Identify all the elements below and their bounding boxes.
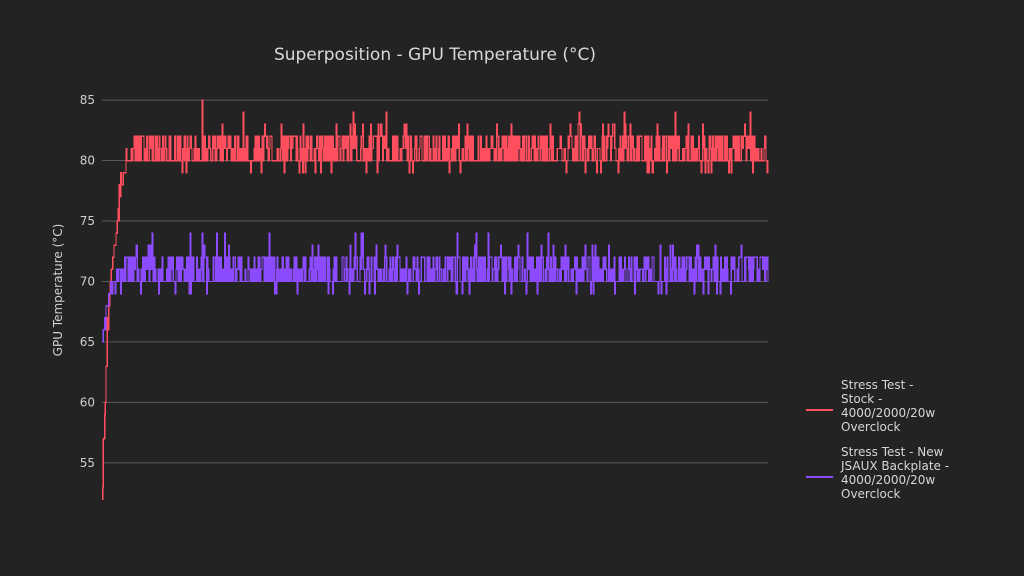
- legend[interactable]: Stress Test -Stock -4000/2000/20wOverclo…: [806, 378, 949, 501]
- legend-item-0[interactable]: Stress Test -Stock -4000/2000/20wOverclo…: [806, 378, 935, 434]
- y-tick-label-75: 75: [80, 214, 95, 228]
- y-tick-label-60: 60: [80, 395, 95, 409]
- legend-label-0-line-0: Stress Test -: [841, 378, 913, 392]
- legend-label-0-line-1: Stock -: [841, 392, 882, 406]
- legend-label-1-line-1: JSAUX Backplate -: [840, 459, 949, 473]
- legend-label-1-line-3: Overclock: [841, 487, 900, 501]
- legend-label-0-line-3: Overclock: [841, 420, 900, 434]
- y-axis-title: GPU Temperature (°C): [51, 224, 65, 357]
- legend-label-0-line-2: 4000/2000/20w: [841, 406, 935, 420]
- chart-title: Superposition - GPU Temperature (°C): [274, 45, 596, 65]
- legend-label-1-line-0: Stress Test - New: [841, 445, 944, 459]
- y-tick-label-65: 65: [80, 335, 95, 349]
- series-line-0: [101, 99, 769, 500]
- y-tick-label-70: 70: [80, 274, 95, 288]
- y-tick-label-55: 55: [80, 456, 95, 470]
- series-line-1: [102, 232, 769, 343]
- y-tick-labels: 55 60 65 70 75 80 85: [80, 93, 95, 470]
- plot-area: [101, 99, 769, 500]
- y-tick-label-85: 85: [80, 93, 95, 107]
- y-tick-label-80: 80: [80, 154, 95, 168]
- legend-label-1-line-2: 4000/2000/20w: [841, 473, 935, 487]
